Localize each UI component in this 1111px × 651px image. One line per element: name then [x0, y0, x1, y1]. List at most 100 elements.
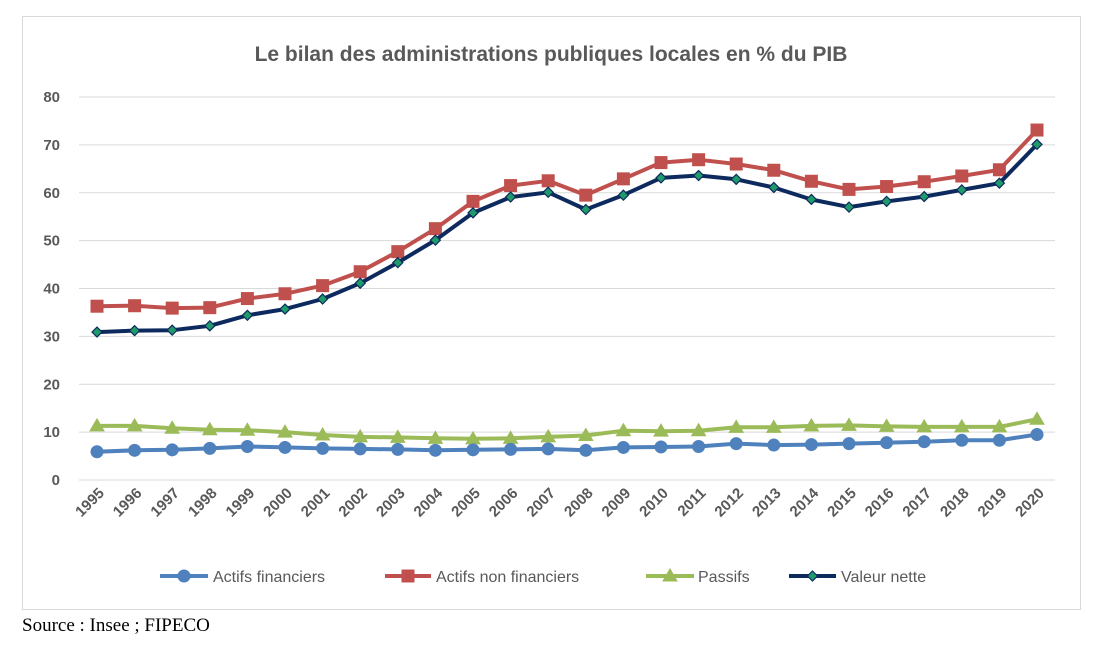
data-point — [991, 418, 1008, 433]
legend-label: Valeur nette — [841, 569, 926, 586]
data-point — [239, 422, 256, 436]
data-point — [1030, 123, 1044, 137]
legend-item: Actifs financiers — [160, 569, 325, 586]
data-point — [579, 203, 592, 216]
x-tick-label: 1998 — [185, 485, 221, 521]
data-point — [767, 181, 780, 194]
data-point — [579, 443, 593, 457]
x-tick-label: 1997 — [147, 485, 183, 521]
data-point — [165, 443, 179, 457]
series-line — [95, 128, 1039, 311]
data-point — [765, 419, 782, 433]
series-line — [95, 142, 1039, 335]
x-tick-label: 2000 — [260, 485, 296, 521]
x-tick-label: 2003 — [373, 485, 409, 521]
series-line — [95, 417, 1039, 441]
data-point — [541, 442, 555, 456]
legend-item: Valeur nette — [789, 569, 926, 586]
data-point — [1029, 411, 1045, 425]
y-tick-label: 50 — [43, 233, 60, 250]
x-tick-label: 2012 — [711, 485, 747, 521]
data-point — [842, 437, 856, 451]
data-point — [352, 428, 369, 443]
data-point — [690, 422, 707, 437]
y-tick-label: 20 — [43, 376, 60, 393]
data-point — [654, 156, 668, 170]
data-point — [992, 433, 1006, 447]
data-point — [90, 299, 104, 313]
x-tick-label: 1999 — [223, 485, 259, 521]
y-tick-label: 70 — [43, 137, 60, 154]
data-point — [277, 424, 293, 438]
data-point — [201, 421, 218, 436]
data-point — [577, 427, 594, 441]
data-point — [91, 326, 103, 338]
data-point — [955, 184, 968, 196]
x-tick-label: 2008 — [561, 485, 597, 521]
data-point — [617, 189, 630, 201]
data-point — [427, 430, 444, 444]
legend-marker — [662, 568, 678, 582]
data-point — [354, 277, 367, 290]
legend-label: Passifs — [698, 569, 750, 586]
data-point — [993, 177, 1006, 190]
data-point — [279, 303, 291, 315]
x-tick-label: 2005 — [448, 485, 484, 521]
data-point — [616, 172, 630, 186]
data-point — [729, 437, 743, 451]
data-point — [467, 207, 479, 219]
x-tick-label: 2006 — [486, 485, 522, 521]
data-point — [692, 439, 706, 453]
x-tick-label: 2020 — [1012, 485, 1048, 521]
data-point — [353, 442, 367, 456]
x-tick-label: 2016 — [862, 485, 898, 521]
legend-label: Actifs financiers — [213, 569, 325, 586]
data-point — [878, 418, 895, 432]
data-point — [953, 418, 970, 433]
data-point — [1031, 138, 1043, 151]
data-point — [653, 423, 669, 437]
data-point — [504, 179, 518, 193]
x-axis: 1995 1996 1997 1998 1999 2000 2001 2002 2003 2004… — [72, 484, 1048, 520]
data-point — [841, 417, 857, 431]
x-tick-label: 2018 — [937, 485, 973, 521]
data-point — [203, 301, 217, 315]
x-tick-label: 2004 — [411, 484, 447, 520]
grid-lines — [79, 96, 1055, 481]
y-tick-label: 80 — [43, 89, 60, 106]
y-axis: 0 10 20 30 40 50 60 70 80 — [43, 89, 60, 489]
series-actifs-financiers — [90, 428, 1044, 459]
data-point — [804, 174, 818, 188]
legend-marker — [806, 570, 819, 582]
x-tick-label: 2015 — [824, 485, 860, 521]
data-point — [692, 153, 706, 167]
series-actifs-non-financiers — [90, 123, 1044, 315]
data-point — [692, 169, 705, 182]
x-tick-label: 2019 — [975, 485, 1011, 521]
data-point — [89, 417, 105, 432]
data-point — [391, 256, 404, 269]
data-point — [880, 195, 893, 208]
data-point — [240, 439, 254, 453]
x-tick-label: 2017 — [899, 485, 935, 521]
data-point — [1030, 428, 1044, 442]
data-point — [389, 429, 406, 443]
data-point — [241, 309, 254, 322]
data-point — [316, 293, 329, 305]
data-point — [655, 172, 667, 184]
data-point — [918, 190, 931, 203]
x-tick-label: 1995 — [72, 485, 108, 521]
data-point — [353, 265, 367, 279]
data-point — [542, 186, 555, 199]
data-point — [728, 419, 745, 433]
data-point — [616, 440, 630, 454]
data-point — [804, 438, 818, 452]
data-point — [805, 193, 818, 206]
data-point — [955, 433, 969, 447]
data-point — [429, 234, 442, 246]
y-tick-label: 30 — [43, 328, 60, 345]
data-point — [164, 420, 181, 434]
data-point — [541, 174, 555, 188]
x-tick-label: 2010 — [636, 485, 672, 521]
series-valeur-nette — [91, 138, 1043, 338]
